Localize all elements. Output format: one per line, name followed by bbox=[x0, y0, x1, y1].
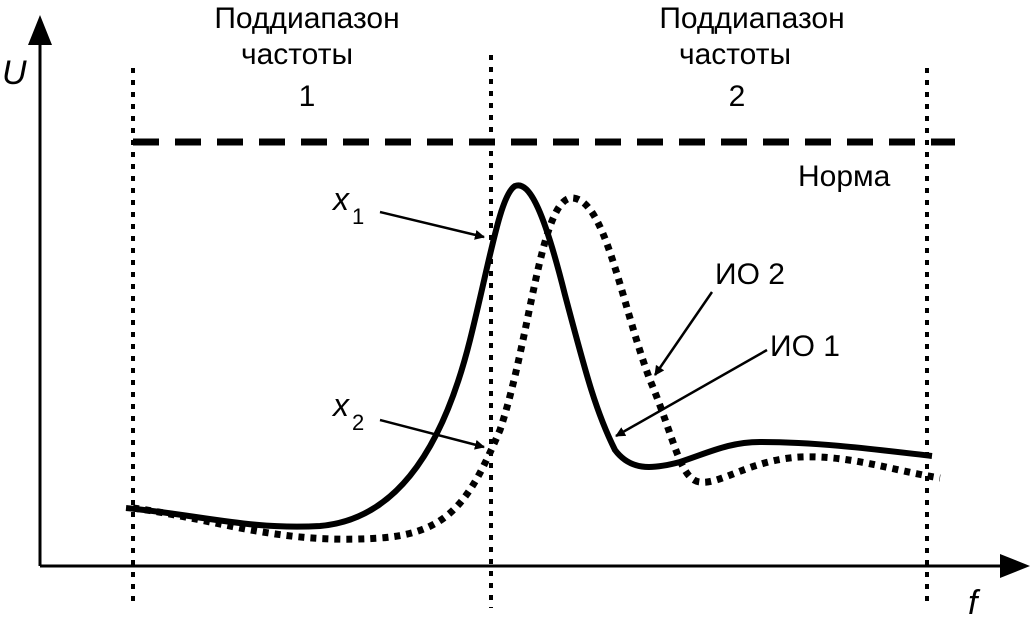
x-axis-label: f bbox=[968, 584, 981, 617]
x2-arrow bbox=[379, 418, 485, 450]
subrange-2-number: 2 bbox=[729, 80, 746, 113]
subrange-1-label: Поддиапазон частоты 1 bbox=[214, 2, 399, 113]
x1-var: x bbox=[331, 181, 350, 217]
y-axis-arrow bbox=[28, 15, 52, 45]
subrange-2-line2: частоты bbox=[679, 38, 791, 71]
io2-arrow bbox=[653, 291, 714, 376]
io2-label: ИО 2 bbox=[715, 258, 785, 291]
x2-sub: 2 bbox=[352, 410, 364, 435]
y-axis-label: U bbox=[2, 54, 27, 92]
x2-label: x 2 bbox=[331, 387, 364, 435]
subrange-2-line1: Поддиапазон bbox=[659, 2, 844, 35]
subrange-2-label: Поддиапазон частоты 2 bbox=[659, 2, 844, 113]
curve-io2 bbox=[132, 194, 941, 543]
subrange-1-line2: частоты bbox=[241, 38, 353, 71]
subrange-1-line1: Поддиапазон bbox=[214, 2, 399, 35]
x1-label: x 1 bbox=[331, 181, 364, 229]
x2-var: x bbox=[331, 387, 350, 423]
curve-io1 bbox=[125, 182, 933, 530]
io1-label: ИО 1 bbox=[770, 330, 840, 363]
io1-arrow bbox=[615, 348, 768, 438]
x1-sub: 1 bbox=[352, 204, 364, 229]
norm-label: Норма bbox=[798, 160, 891, 193]
x-axis-arrow bbox=[1000, 554, 1030, 578]
x1-arrow bbox=[379, 210, 485, 240]
subrange-1-number: 1 bbox=[299, 80, 316, 113]
